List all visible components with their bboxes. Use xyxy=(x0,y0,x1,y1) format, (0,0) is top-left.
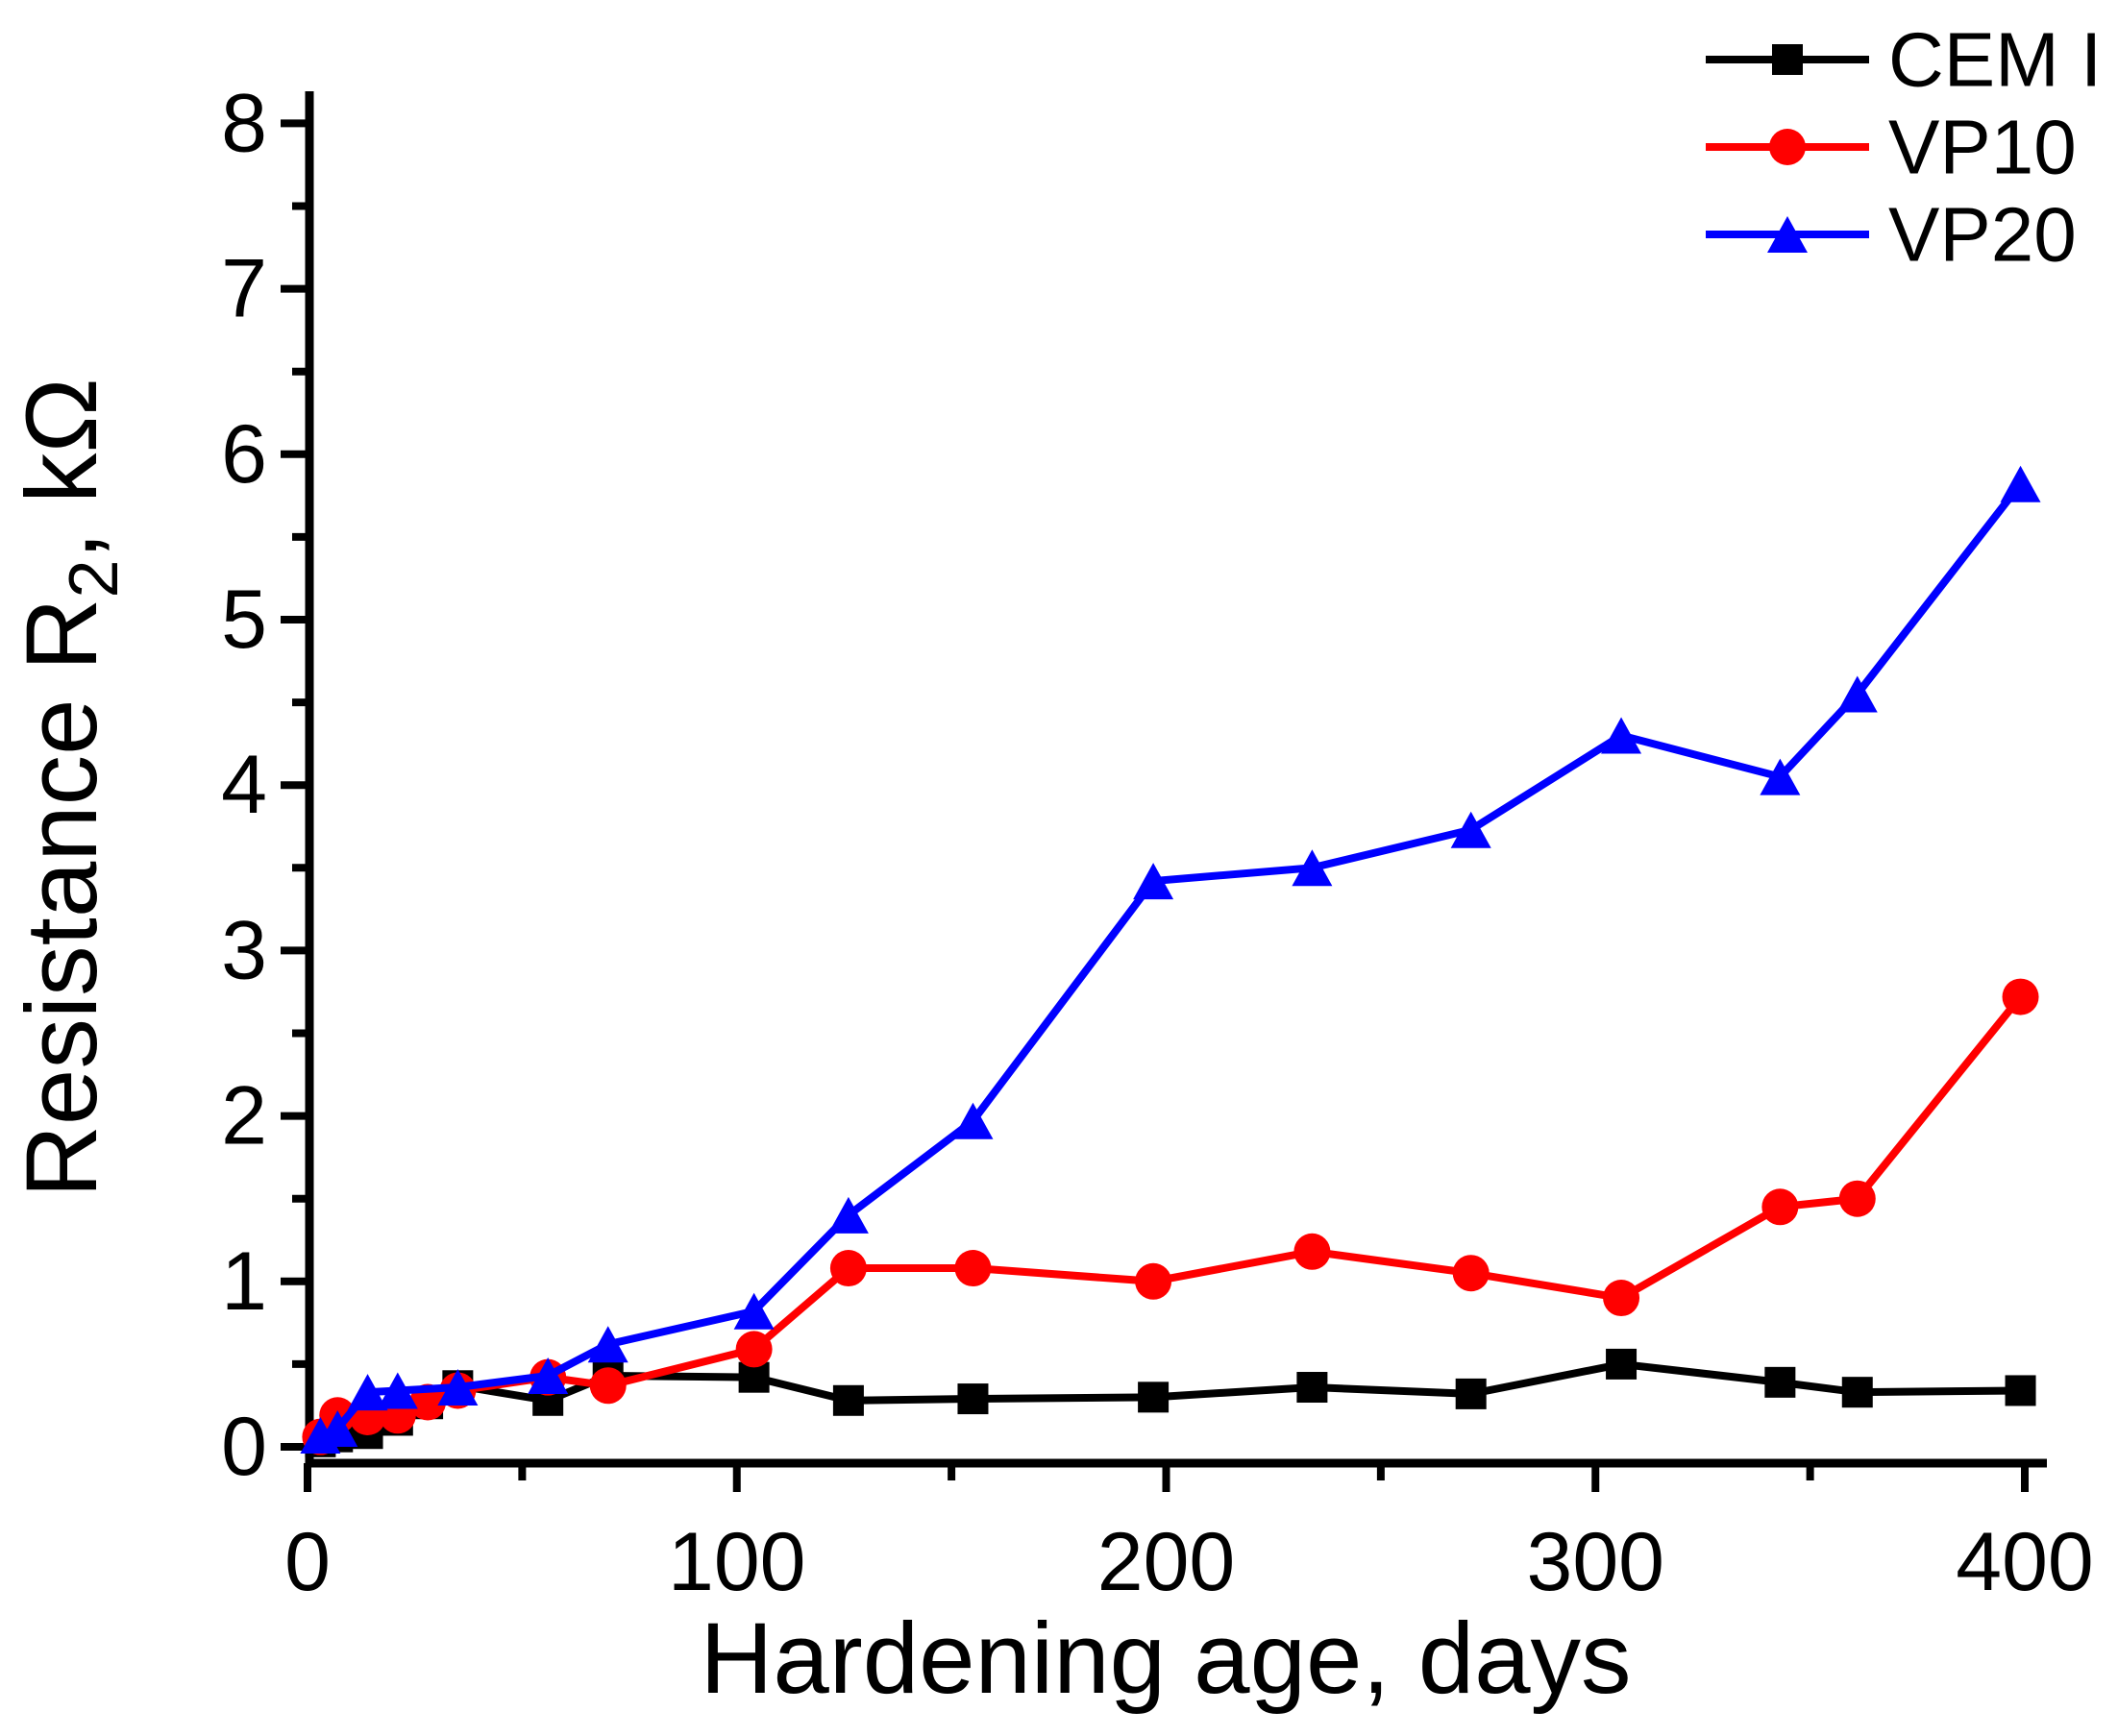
data-point-marker xyxy=(1450,811,1491,848)
legend-markers xyxy=(1706,44,1869,253)
data-point-marker xyxy=(1836,675,1878,713)
y-tick-label: 2 xyxy=(221,1070,267,1162)
legend-label-cem-i: CEM I xyxy=(1888,17,2102,103)
data-point-marker xyxy=(954,1250,992,1287)
data-point-marker xyxy=(952,1102,994,1139)
data-point-marker xyxy=(1293,1233,1331,1270)
data-point-marker xyxy=(1764,1366,1796,1398)
legend-label-vp20: VP20 xyxy=(1888,192,2077,278)
data-point-marker xyxy=(1606,1348,1638,1380)
data-point-marker xyxy=(829,1250,867,1287)
data-point-marker xyxy=(1296,1372,1328,1404)
legend-marker-triangle xyxy=(1767,216,1808,253)
data-point-marker xyxy=(2000,465,2041,502)
data-point-marker xyxy=(1841,1377,1873,1408)
y-tick-label: 3 xyxy=(221,904,267,996)
y-axis-title-suffix: , kΩ xyxy=(6,378,118,559)
series-vp20 xyxy=(300,465,2041,1454)
chart-generated-content: 0 100 200 300 400 0 1 2 3 4 5 6 7 8 xyxy=(221,77,2094,1608)
y-tick-label: 6 xyxy=(221,408,267,501)
data-point-marker xyxy=(1292,849,1333,887)
data-point-marker xyxy=(589,1367,627,1405)
data-point-marker xyxy=(317,1410,358,1448)
y-axis-title-prefix: Resistance R xyxy=(6,598,118,1197)
legend-marker-square xyxy=(1772,44,1803,75)
y-tick-label: 8 xyxy=(221,77,267,169)
legend-label-vp10: VP10 xyxy=(1888,105,2077,190)
data-point-marker xyxy=(832,1384,864,1416)
data-point-marker xyxy=(1760,758,1801,795)
data-point-marker xyxy=(1452,1255,1490,1292)
data-point-marker xyxy=(1761,1188,1799,1226)
y-axis-title: Resistance R2, kΩ xyxy=(6,378,133,1198)
data-point-marker xyxy=(1138,1381,1170,1413)
data-point-marker xyxy=(377,1372,418,1409)
data-point-marker xyxy=(528,1357,569,1394)
x-tick-label: 300 xyxy=(1527,1516,1665,1608)
x-tick-label: 0 xyxy=(284,1516,331,1608)
data-point-marker xyxy=(2005,1375,2036,1406)
y-tick-label: 0 xyxy=(221,1401,267,1493)
y-tick-label: 1 xyxy=(221,1235,267,1328)
y-tick-label: 4 xyxy=(221,739,267,831)
data-point-marker xyxy=(827,1196,869,1234)
x-tick-label: 100 xyxy=(668,1516,806,1608)
data-point-marker xyxy=(1135,1262,1172,1300)
x-tick-label: 200 xyxy=(1097,1516,1236,1608)
data-point-marker xyxy=(1601,717,1642,754)
data-point-marker xyxy=(2002,978,2039,1015)
data-point-marker xyxy=(1133,863,1174,900)
series-line xyxy=(318,481,2024,1439)
y-axis-title-subscript: 2 xyxy=(56,559,133,598)
data-point-marker xyxy=(735,1331,773,1368)
data-point-marker xyxy=(1455,1378,1487,1409)
data-point-marker xyxy=(347,1374,388,1411)
data-point-marker xyxy=(1603,1280,1640,1317)
y-tick-label: 7 xyxy=(221,243,267,335)
x-axis-title: Hardening age, days xyxy=(701,1602,1632,1715)
y-tick-label: 5 xyxy=(221,574,267,666)
data-point-marker xyxy=(733,1292,775,1330)
legend: CEM I VP10 VP20 xyxy=(1706,17,2102,278)
x-tick-label: 400 xyxy=(1956,1516,2094,1608)
data-point-marker xyxy=(587,1326,628,1363)
data-point-marker xyxy=(1838,1180,1876,1217)
legend-marker-circle xyxy=(1769,129,1806,165)
data-point-marker xyxy=(957,1383,989,1415)
data-point-marker xyxy=(437,1369,479,1406)
